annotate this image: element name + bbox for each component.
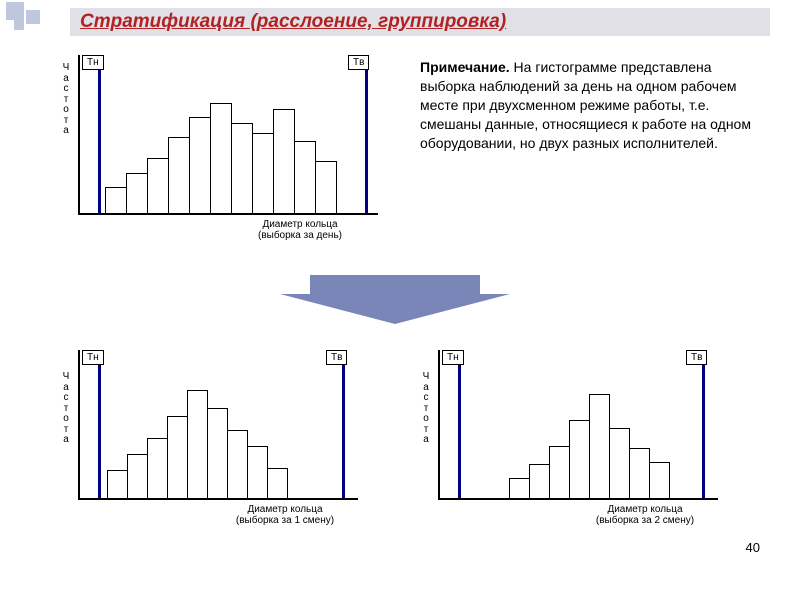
histogram-bar	[231, 123, 253, 213]
histogram-bar	[187, 390, 208, 498]
page-number: 40	[746, 540, 760, 555]
arrow-head	[280, 294, 510, 324]
t-label-left: Tн	[82, 55, 104, 70]
histogram-bar	[629, 448, 650, 498]
t-line-left-r	[458, 350, 461, 498]
t-line-right-l	[342, 350, 345, 498]
histogram-bar	[227, 430, 248, 498]
histogram-bar	[168, 137, 190, 213]
chart-top: Частота Частота Tн Tв Диаметр кольца (вы…	[60, 55, 380, 245]
histogram-bar	[273, 109, 295, 213]
histogram-bar	[589, 394, 610, 498]
histogram-bar	[267, 468, 288, 498]
bars-left	[108, 350, 288, 498]
ylabel-right: Частота	[420, 372, 432, 446]
title-bar: Стратификация (расслоение, группировка)	[70, 8, 770, 36]
ylabel-top: Частота Частота	[60, 63, 72, 137]
t-line-right-r	[702, 350, 705, 498]
t-line-left-l	[98, 350, 101, 498]
histogram-bar	[167, 416, 188, 498]
t-label-right: Tв	[348, 55, 369, 70]
histogram-bar	[105, 187, 127, 213]
t-label-left-r: Tн	[442, 350, 464, 365]
histogram-bar	[147, 158, 169, 213]
ylabel-left: Частота	[60, 372, 72, 446]
bars-top	[106, 55, 337, 213]
t-line-left	[98, 55, 101, 213]
histogram-bar	[210, 103, 232, 213]
histogram-bar	[569, 420, 590, 498]
xlabel-left: Диаметр кольца (выборка за 1 смену)	[210, 504, 360, 526]
histogram-bar	[207, 408, 228, 498]
histogram-bar	[294, 141, 316, 213]
histogram-bar	[529, 464, 550, 498]
histogram-bar	[107, 470, 128, 498]
chart-left: Частота Tн Tв Диаметр кольца (выборка за…	[60, 350, 360, 540]
histogram-bar	[126, 173, 148, 213]
histogram-bar	[609, 428, 630, 498]
histogram-bar	[189, 117, 211, 213]
histogram-bar	[147, 438, 168, 498]
t-label-right-r: Tв	[686, 350, 707, 365]
t-line-right	[365, 55, 368, 213]
histogram-bar	[252, 133, 274, 213]
histogram-bar	[549, 446, 570, 498]
xlabel-top: Диаметр кольца (выборка за день)	[225, 219, 375, 241]
note-text: Примечание. На гистограмме представлена …	[420, 58, 770, 152]
t-label-right-l: Tв	[326, 350, 347, 365]
histogram-bar	[509, 478, 530, 498]
t-label-left-l: Tн	[82, 350, 104, 365]
chart-right: Частота Tн Tв Диаметр кольца (выборка за…	[420, 350, 720, 540]
xlabel-right: Диаметр кольца (выборка за 2 смену)	[570, 504, 720, 526]
histogram-bar	[247, 446, 268, 498]
header-decoration	[0, 0, 50, 35]
page-title: Стратификация (расслоение, группировка)	[80, 11, 506, 33]
histogram-bar	[127, 454, 148, 498]
bars-right	[510, 350, 670, 498]
histogram-bar	[649, 462, 670, 498]
histogram-bar	[315, 161, 337, 213]
